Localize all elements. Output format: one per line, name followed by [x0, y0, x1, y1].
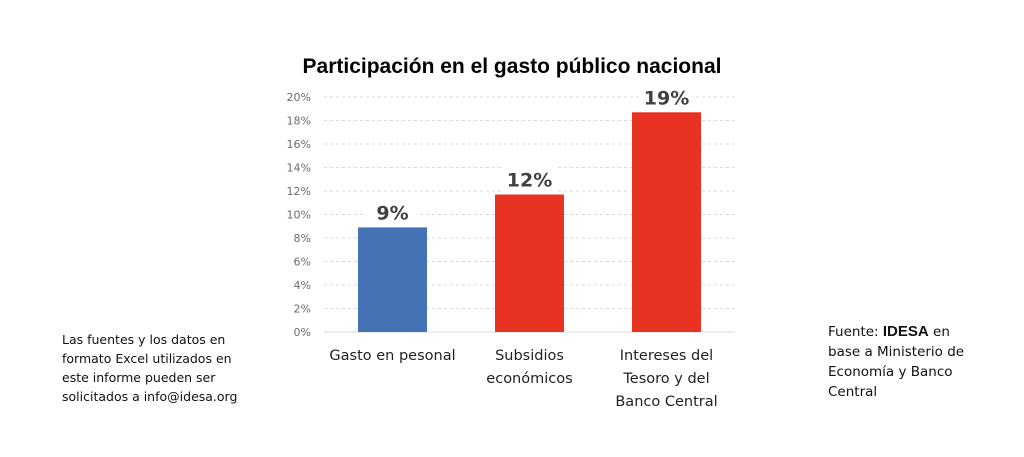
y-tick-label: 10% [287, 209, 311, 222]
x-category-line: Subsidios [495, 348, 564, 364]
note-line: solicitados a info@idesa.org [62, 389, 238, 404]
bar [495, 194, 564, 332]
x-category-line: Banco Central [615, 394, 718, 410]
bars [358, 112, 701, 333]
y-tick-label: 2% [294, 303, 311, 316]
x-category-label: Subsidios económicos [455, 345, 605, 391]
source-prefix: Fuente: [828, 324, 883, 340]
data-label-background [366, 199, 419, 226]
source-line: Economía y Banco [828, 364, 953, 380]
data-availability-note: Las fuentes y los datos en formato Excel… [62, 330, 272, 406]
x-category-line: Gasto en pesonal [329, 348, 456, 364]
x-category-line: Intereses del [619, 348, 714, 364]
x-category-line: Tesoro y del [623, 371, 710, 387]
y-axis-ticks: 0% 2% 4% 6% 8% 10% 12% 14% 16% 18% 20% [287, 91, 311, 339]
bar [358, 227, 427, 332]
source-line: Central [828, 384, 878, 400]
y-tick-label: 20% [287, 91, 311, 104]
idesa-brand: IDESA [882, 323, 929, 340]
y-tick-label: 0% [294, 326, 311, 339]
y-tick-label: 8% [294, 232, 311, 245]
y-tick-label: 18% [287, 115, 311, 128]
y-tick-label: 4% [294, 279, 311, 292]
source-line: Fuente: IDESA en [828, 322, 998, 342]
x-category-line: económicos [486, 371, 573, 387]
y-tick-label: 12% [287, 185, 311, 198]
x-category-label: Gasto en pesonal [318, 345, 468, 368]
data-label: 12% [507, 170, 552, 192]
y-tick-label: 6% [294, 256, 311, 269]
note-line: este informe pueden ser [62, 370, 216, 385]
bar [632, 112, 701, 333]
source-suffix: en [928, 324, 950, 340]
data-label-background [640, 84, 693, 111]
note-line: formato Excel utilizados en [62, 351, 232, 366]
data-labels: 9% 12% 19% [366, 84, 693, 226]
data-label: 19% [644, 87, 689, 109]
source-line: base a Ministerio de [828, 344, 965, 360]
data-label-background [503, 166, 556, 193]
note-line: Las fuentes y los datos en [62, 332, 226, 347]
y-tick-label: 14% [287, 162, 311, 175]
source-note: Fuente: IDESA en base a Ministerio de Ec… [828, 322, 998, 402]
y-tick-label: 16% [287, 138, 311, 151]
data-label: 9% [376, 202, 408, 224]
x-category-label: Intereses del Tesoro y del Banco Central [592, 345, 742, 414]
chart-title: Participación en el gasto público nacion… [302, 55, 722, 78]
